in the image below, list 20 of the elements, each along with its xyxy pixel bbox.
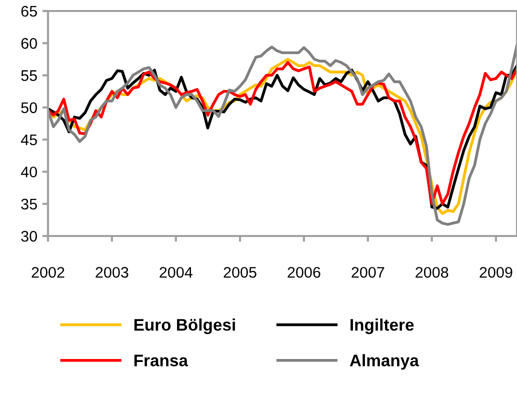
x-tick-label: 2006 <box>288 266 320 278</box>
legend-label: Ingiltere <box>350 318 414 334</box>
x-tick-label: 2008 <box>416 266 448 278</box>
y-tick-label: 55 <box>21 70 37 81</box>
y-tick-label: 30 <box>21 230 37 242</box>
y-tick-label: 50 <box>21 102 37 114</box>
y-tick-label: 35 <box>21 198 37 210</box>
x-tick-label: 2002 <box>32 266 64 278</box>
legend-label: Fransa <box>134 354 188 366</box>
y-tick-label: 60 <box>21 38 37 49</box>
y-tick-label: 40 <box>20 166 37 178</box>
x-tick-label: 2003 <box>96 266 128 278</box>
legend-label: Euro Bölgesi <box>134 318 235 334</box>
x-tick-label: 2007 <box>352 266 384 278</box>
x-tick-label: 2005 <box>224 266 256 278</box>
x-tick-label: 2004 <box>160 266 192 278</box>
y-tick-label: 65 <box>21 6 37 17</box>
x-tick-label: 2009 <box>480 266 512 278</box>
y-tick-label: 45 <box>20 134 37 146</box>
legend-label: Almanya <box>350 354 420 370</box>
